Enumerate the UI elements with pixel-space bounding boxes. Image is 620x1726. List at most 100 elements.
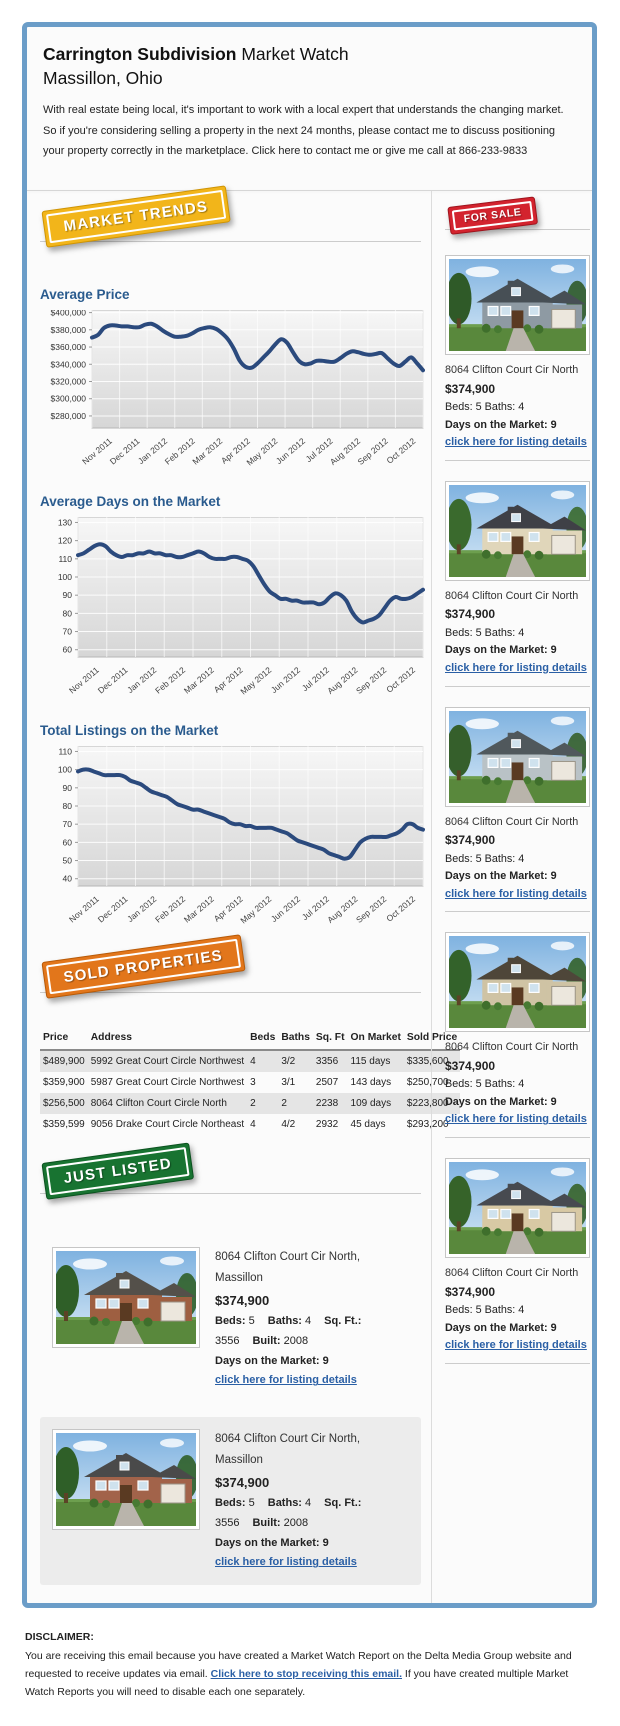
svg-text:Jun 2012: Jun 2012 bbox=[274, 436, 307, 466]
svg-text:90: 90 bbox=[63, 783, 73, 793]
svg-text:70: 70 bbox=[63, 819, 73, 829]
svg-text:60: 60 bbox=[63, 838, 73, 848]
table-row: $489,900 5992 Great Court Circle Northwes… bbox=[40, 1050, 461, 1073]
svg-text:Jan 2012: Jan 2012 bbox=[125, 894, 158, 924]
svg-text:100: 100 bbox=[58, 572, 72, 582]
table-header-row: Price Address Beds Baths Sq. Ft On Marke… bbox=[40, 1028, 461, 1052]
listing-photo[interactable] bbox=[52, 1429, 200, 1531]
listing-photo[interactable] bbox=[445, 932, 590, 1033]
average-days-heading: Average Days on the Market bbox=[40, 494, 221, 510]
svg-text:$300,000: $300,000 bbox=[51, 394, 87, 404]
svg-text:Feb 2012: Feb 2012 bbox=[153, 894, 187, 925]
listing-address: 8064 Clifton Court Cir North bbox=[445, 815, 579, 828]
listing-address: 8064 Clifton Court Cir North bbox=[445, 364, 579, 377]
sold-properties-badge: SOLD PROPERTIES bbox=[41, 934, 246, 1000]
market-trends-section-header: MARKET TRENDS bbox=[40, 185, 421, 269]
svg-text:Dec 2011: Dec 2011 bbox=[96, 665, 130, 696]
email-body: Carrington Subdivision Market Watch Mass… bbox=[22, 22, 597, 1609]
col-beds: Beds bbox=[247, 1028, 279, 1052]
intro-text: With real estate being local, it's impor… bbox=[43, 104, 564, 157]
svg-text:Mar 2012: Mar 2012 bbox=[182, 665, 216, 696]
svg-text:Oct 2012: Oct 2012 bbox=[385, 436, 418, 466]
listing-details-link[interactable]: click here for listing details bbox=[215, 1556, 357, 1569]
listing-details-link[interactable]: click here for listing details bbox=[445, 661, 587, 674]
just-listed-item: 8064 Clifton Court Cir North, Massillon … bbox=[40, 1417, 421, 1586]
svg-text:Sep 2012: Sep 2012 bbox=[355, 436, 390, 467]
listing-days-on-market: Days on the Market: 9 bbox=[445, 870, 557, 883]
listing-photo[interactable] bbox=[445, 255, 590, 356]
page-title: Carrington Subdivision Market Watch Mass… bbox=[43, 43, 576, 90]
listing-details-link[interactable]: click here for listing details bbox=[445, 1113, 587, 1126]
listing-photo[interactable] bbox=[52, 1247, 200, 1349]
unsubscribe-link[interactable]: Click here to stop receiving this email. bbox=[210, 1667, 403, 1680]
listing-price: $374,900 bbox=[445, 1058, 496, 1073]
main-column: MARKET TRENDS Average Price $400,000 $380… bbox=[27, 185, 461, 1603]
divider bbox=[40, 1193, 421, 1195]
col-sold-price: Sold Price bbox=[403, 1028, 461, 1052]
svg-text:$320,000: $320,000 bbox=[51, 377, 87, 387]
listing-address: 8064 Clifton Court Cir North bbox=[445, 1267, 579, 1280]
svg-text:Dec 2011: Dec 2011 bbox=[108, 436, 142, 467]
listing-days-on-market: Days on the Market: 9 bbox=[445, 644, 557, 657]
svg-text:Nov 2011: Nov 2011 bbox=[67, 665, 101, 696]
divider bbox=[445, 911, 590, 913]
listing-price: $374,900 bbox=[445, 1284, 496, 1299]
divider bbox=[27, 190, 592, 192]
svg-text:May 2012: May 2012 bbox=[238, 894, 273, 926]
svg-text:70: 70 bbox=[63, 627, 73, 637]
listing-details-link[interactable]: click here for listing details bbox=[445, 1338, 587, 1351]
for-sale-sidebar: FOR SALE 8064 Clifton Court Cir North $3… bbox=[431, 191, 592, 1604]
svg-text:80: 80 bbox=[63, 609, 73, 619]
listing-beds-baths: Beds: 5 Baths: 4 bbox=[445, 626, 525, 639]
svg-text:Mar 2012: Mar 2012 bbox=[190, 436, 224, 467]
market-trends-badge: MARKET TRENDS bbox=[41, 185, 231, 249]
listing-days-on-market: Days on the Market: 9 bbox=[445, 1321, 557, 1334]
svg-text:Sep 2012: Sep 2012 bbox=[354, 665, 389, 696]
listing-price: $374,900 bbox=[215, 1292, 270, 1308]
listing-details-link[interactable]: click here for listing details bbox=[215, 1374, 357, 1387]
listing-photo[interactable] bbox=[445, 480, 590, 581]
listing-days-on-market: Days on the Market: 9 bbox=[445, 1095, 557, 1108]
svg-text:60: 60 bbox=[63, 645, 73, 655]
svg-text:$340,000: $340,000 bbox=[51, 360, 87, 370]
listing-price: $374,900 bbox=[445, 833, 496, 848]
svg-text:Jun 2012: Jun 2012 bbox=[269, 665, 302, 695]
listing-specs: Beds: 5 Baths: 4 Sq. Ft.: 3556 Built: 2008 bbox=[215, 1497, 362, 1529]
svg-text:40: 40 bbox=[63, 874, 73, 884]
divider bbox=[445, 459, 590, 461]
listing-beds-baths: Beds: 5 Baths: 4 bbox=[445, 1304, 525, 1317]
svg-text:50: 50 bbox=[63, 856, 73, 866]
divider bbox=[445, 1137, 590, 1139]
listing-photo[interactable] bbox=[445, 706, 590, 807]
just-listed-item: 8064 Clifton Court Cir North, Massillon … bbox=[40, 1235, 421, 1403]
listing-address: 8064 Clifton Court Cir North, Massillon bbox=[215, 1433, 361, 1466]
svg-text:May 2012: May 2012 bbox=[244, 436, 279, 468]
sold-properties-section-header: SOLD PROPERTIES bbox=[40, 934, 421, 1020]
col-on-market: On Market bbox=[347, 1028, 404, 1052]
content-columns: MARKET TRENDS Average Price $400,000 $380… bbox=[27, 185, 592, 1604]
listing-address: 8064 Clifton Court Cir North, Massillon bbox=[215, 1251, 361, 1284]
listing-address: 8064 Clifton Court Cir North bbox=[445, 1041, 579, 1054]
svg-text:80: 80 bbox=[63, 801, 73, 811]
svg-text:Aug 2012: Aug 2012 bbox=[325, 894, 360, 925]
svg-text:$400,000: $400,000 bbox=[51, 310, 87, 318]
table-row: $359,900 5987 Great Court Circle Northwes… bbox=[43, 1077, 449, 1089]
svg-text:120: 120 bbox=[58, 536, 72, 546]
svg-text:$280,000: $280,000 bbox=[51, 411, 87, 421]
listing-details-link[interactable]: click here for listing details bbox=[445, 436, 587, 449]
svg-text:Nov 2011: Nov 2011 bbox=[67, 894, 101, 925]
just-listed-section-header: JUST LISTED bbox=[40, 1142, 421, 1221]
svg-text:130: 130 bbox=[58, 518, 72, 528]
listing-details-link[interactable]: click here for listing details bbox=[445, 887, 587, 900]
for-sale-card: 8064 Clifton Court Cir North $374,900 Be… bbox=[445, 255, 590, 461]
col-sqft: Sq. Ft bbox=[312, 1028, 348, 1052]
svg-text:$360,000: $360,000 bbox=[51, 342, 87, 352]
listing-photo[interactable] bbox=[445, 1158, 590, 1259]
disclaimer: DISCLAIMER: You are receiving this email… bbox=[25, 1628, 595, 1702]
listing-days-on-market: Days on the Market: 9 bbox=[445, 418, 557, 431]
for-sale-card: 8064 Clifton Court Cir North $374,900 Be… bbox=[445, 480, 590, 687]
listing-beds-baths: Beds: 5 Baths: 4 bbox=[445, 852, 525, 865]
svg-text:110: 110 bbox=[58, 554, 72, 564]
